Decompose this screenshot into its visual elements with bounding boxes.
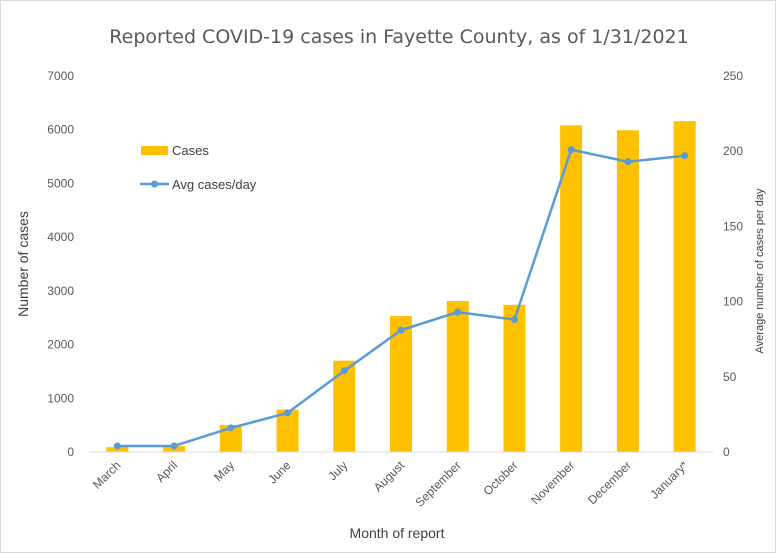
- legend-label-cases: Cases: [172, 143, 209, 158]
- bar-june: [276, 409, 299, 452]
- x-tick-label: April: [153, 458, 180, 485]
- avg-cases-point: [227, 424, 235, 432]
- legend-label-avg: Avg cases/day: [172, 177, 257, 192]
- y2-tick-label: 100: [723, 295, 743, 309]
- bar-october: [503, 304, 526, 452]
- avg-cases-point: [170, 442, 178, 450]
- y-tick-label: 5000: [47, 176, 74, 190]
- avg-cases-point: [340, 367, 348, 375]
- y2-tick-label: 0: [723, 445, 730, 459]
- bar-august: [390, 316, 412, 452]
- bar-may: [219, 425, 242, 452]
- y-tick-label: 1000: [47, 391, 74, 405]
- y-axis-label: Number of cases: [15, 211, 31, 317]
- avg-cases-point: [567, 146, 575, 154]
- avg-cases-point: [681, 152, 689, 160]
- line-series-group: [113, 146, 689, 450]
- y2-tick-label: 50: [723, 370, 737, 384]
- x-tick-label: October: [480, 458, 520, 498]
- chart-title: Reported COVID-19 cases in Fayette Count…: [109, 26, 688, 48]
- bar-december: [616, 130, 639, 452]
- legend-swatch-cases: [141, 146, 168, 155]
- y2-tick-label: 150: [723, 219, 743, 233]
- avg-cases-point: [624, 158, 632, 166]
- bar-november: [560, 125, 583, 452]
- x-tick-label: July: [325, 458, 350, 483]
- x-tick-label: September: [412, 458, 463, 509]
- y-tick-label: 2000: [47, 338, 74, 352]
- bars-group: [106, 121, 696, 453]
- bar-january: [673, 121, 696, 453]
- bar-july: [333, 360, 356, 452]
- x-tick-label: December: [585, 458, 634, 507]
- bar-march: [106, 447, 129, 452]
- y2-tick-label: 250: [723, 69, 743, 83]
- x-tick-label: January*: [647, 458, 691, 502]
- y-tick-label: 6000: [47, 123, 74, 137]
- bar-september: [446, 301, 469, 452]
- avg-cases-point: [284, 409, 292, 417]
- y-tick-label: 4000: [47, 230, 74, 244]
- x-tick-label: June: [265, 458, 294, 487]
- legend-swatch-avg-marker: [151, 180, 158, 188]
- x-tick-label: August: [371, 458, 408, 495]
- x-tick-label: May: [211, 458, 237, 484]
- left-axis-ticks: 0 1000 2000 3000 4000 5000 6000 7000: [47, 69, 74, 459]
- avg-cases-point: [454, 308, 462, 316]
- y-tick-label: 7000: [47, 69, 74, 83]
- avg-cases-point: [510, 316, 518, 324]
- y2-axis-label: Average number of cases per day: [754, 188, 766, 353]
- x-tick-label: March: [90, 458, 123, 491]
- avg-cases-point: [113, 442, 121, 450]
- right-axis-ticks: 0 50 100 150 200 250: [723, 69, 743, 459]
- y-tick-label: 0: [67, 445, 74, 459]
- x-axis-label: Month of report: [350, 525, 445, 541]
- legend: Cases Avg cases/day: [140, 143, 257, 192]
- y2-tick-label: 200: [723, 144, 743, 158]
- x-tick-label: November: [528, 458, 577, 507]
- avg-cases-point: [397, 326, 405, 334]
- y-tick-label: 3000: [47, 284, 74, 298]
- x-axis-ticks: March April May June July August September Octo…: [90, 458, 691, 510]
